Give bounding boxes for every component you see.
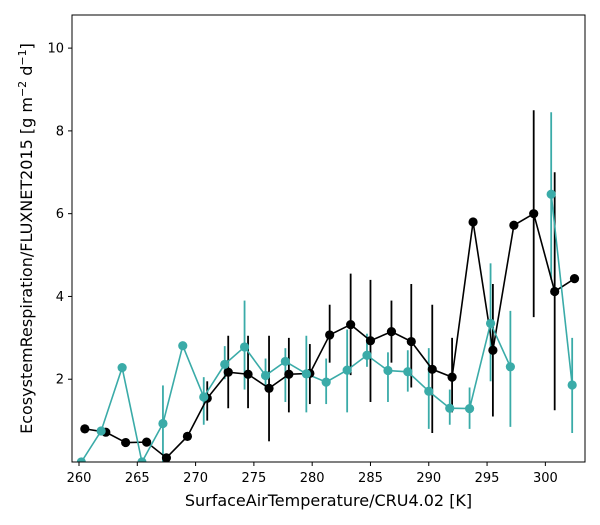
data-point (342, 365, 352, 375)
data-point (321, 377, 331, 387)
y-tick-label: 2 (56, 373, 64, 388)
data-point (182, 431, 193, 441)
data-point (464, 404, 475, 414)
data-point (178, 341, 188, 351)
x-tick-label: 285 (358, 471, 383, 486)
data-point (76, 457, 86, 462)
data-point (260, 370, 271, 381)
data-point (243, 369, 253, 379)
data-point (96, 426, 106, 436)
data-point (280, 356, 290, 367)
data-point (445, 403, 455, 413)
error-bars (162, 110, 574, 462)
data-point (142, 437, 152, 447)
y-tick-label: 10 (47, 42, 64, 57)
x-tick-label: 280 (300, 471, 325, 486)
data-point (427, 364, 437, 374)
data-point (488, 345, 498, 355)
data-point (383, 365, 393, 376)
series-line (80, 320, 512, 462)
data-point (121, 437, 131, 448)
data-point (365, 336, 376, 346)
data-point (529, 209, 539, 219)
data-point (301, 369, 311, 379)
data-point (158, 418, 168, 429)
x-tick-label: 295 (475, 471, 500, 486)
y-tick-label: 4 (56, 290, 64, 305)
data-point (117, 363, 127, 373)
data-point (546, 189, 556, 199)
data-point (406, 336, 416, 347)
series-lines (80, 194, 575, 462)
y-tick-label: 8 (56, 124, 64, 139)
data-point (346, 319, 356, 330)
x-tick-label: 300 (533, 471, 558, 486)
data-point (386, 327, 397, 337)
data-point (284, 369, 294, 379)
data-point (447, 372, 457, 382)
data-point (137, 457, 147, 462)
y-tick-label: 6 (56, 207, 64, 222)
y-axis-label: EcosystemRespiration/FLUXNET2015 [g m−2 … (16, 43, 36, 434)
data-point (264, 383, 274, 393)
data-point (567, 380, 577, 390)
plot-frame (71, 14, 586, 463)
x-tick-label: 290 (416, 471, 441, 486)
data-point (509, 220, 519, 230)
data-point (220, 359, 230, 369)
series-line (550, 194, 573, 386)
data-points (76, 189, 580, 462)
x-axis-ticks: 260 265 270 275 280 285 290 295 300 (67, 462, 558, 486)
data-point (239, 342, 250, 352)
x-axis-label: SurfaceAirTemperature/CRU4.02 [K] (185, 491, 472, 510)
data-point (223, 367, 233, 377)
y-axis-ticks: 2 4 6 8 10 (47, 42, 72, 388)
x-tick-label: 265 (125, 471, 150, 486)
x-tick-label: 275 (241, 471, 266, 486)
data-point (362, 350, 372, 360)
data-point (468, 217, 478, 227)
x-tick-label: 270 (183, 471, 208, 486)
data-point (403, 367, 413, 377)
data-point (80, 424, 90, 434)
data-point (485, 318, 496, 328)
data-point (424, 386, 434, 396)
data-point (199, 392, 209, 402)
data-point (550, 286, 560, 297)
data-point (505, 362, 515, 372)
data-point (161, 453, 172, 462)
data-point (325, 330, 335, 340)
x-tick-label: 260 (67, 471, 92, 486)
data-point (569, 274, 580, 284)
